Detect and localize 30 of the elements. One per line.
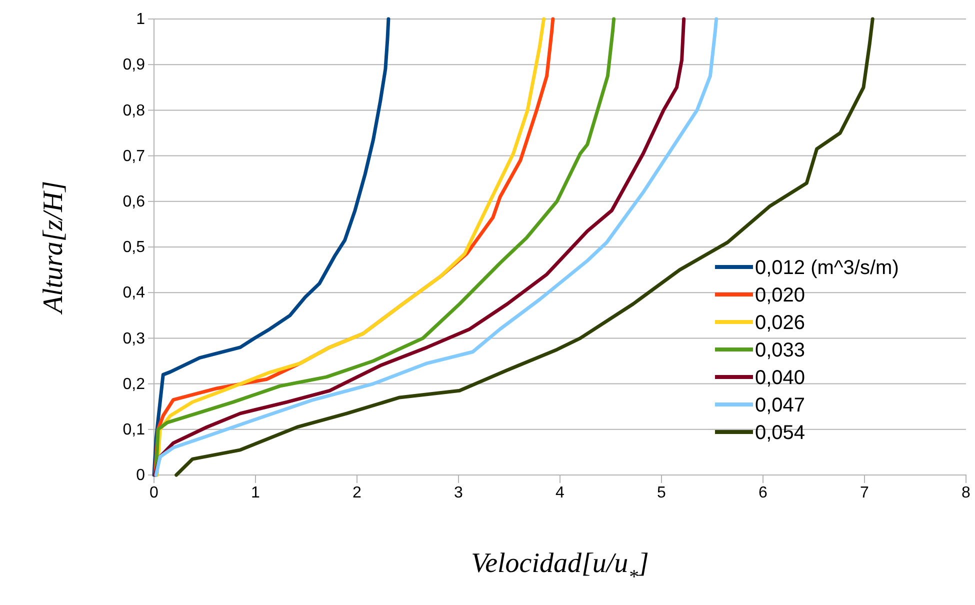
y-axis-title: Altura[z/H] xyxy=(38,180,69,316)
x-axis-title: Velocidad[u/u$_{*}$] xyxy=(471,548,649,588)
y-tick-label: 0,3 xyxy=(122,330,146,348)
y-tick-label: 0,8 xyxy=(122,102,146,120)
y-tick-label: 1 xyxy=(136,11,146,28)
legend-label: 0,054 xyxy=(755,422,806,444)
legend-label: 0,026 xyxy=(755,312,806,334)
y-tick-label: 0,7 xyxy=(122,148,146,165)
y-tick-label: 0,5 xyxy=(122,239,146,256)
line-series xyxy=(152,17,390,477)
legend-label: 0,047 xyxy=(755,394,806,416)
y-tick-label: 0,4 xyxy=(122,284,146,302)
legend-label: 0,040 xyxy=(755,367,806,389)
y-tick-label: 0,9 xyxy=(122,56,146,74)
x-tick-label: 1 xyxy=(251,484,260,502)
x-tick-label: 3 xyxy=(454,484,464,502)
x-tick-label: 4 xyxy=(556,484,565,502)
y-tick-label: 0 xyxy=(136,467,146,484)
y-tick-label: 0,6 xyxy=(122,194,146,211)
x-tick-label: 6 xyxy=(758,484,768,502)
legend-label: 0,033 xyxy=(755,340,806,362)
x-tick-label: 2 xyxy=(352,484,362,502)
y-tick-label: 0,2 xyxy=(122,376,146,393)
x-tick-label: 8 xyxy=(962,484,971,502)
x-tick-label: 7 xyxy=(860,484,870,502)
x-tick-label: 0 xyxy=(150,484,159,502)
y-tick-label: 0,1 xyxy=(122,422,146,439)
x-tick-label: 5 xyxy=(657,484,666,502)
legend-label: 0,012 (m^3/s/m) xyxy=(755,257,899,279)
legend-label: 0,020 xyxy=(755,284,806,306)
